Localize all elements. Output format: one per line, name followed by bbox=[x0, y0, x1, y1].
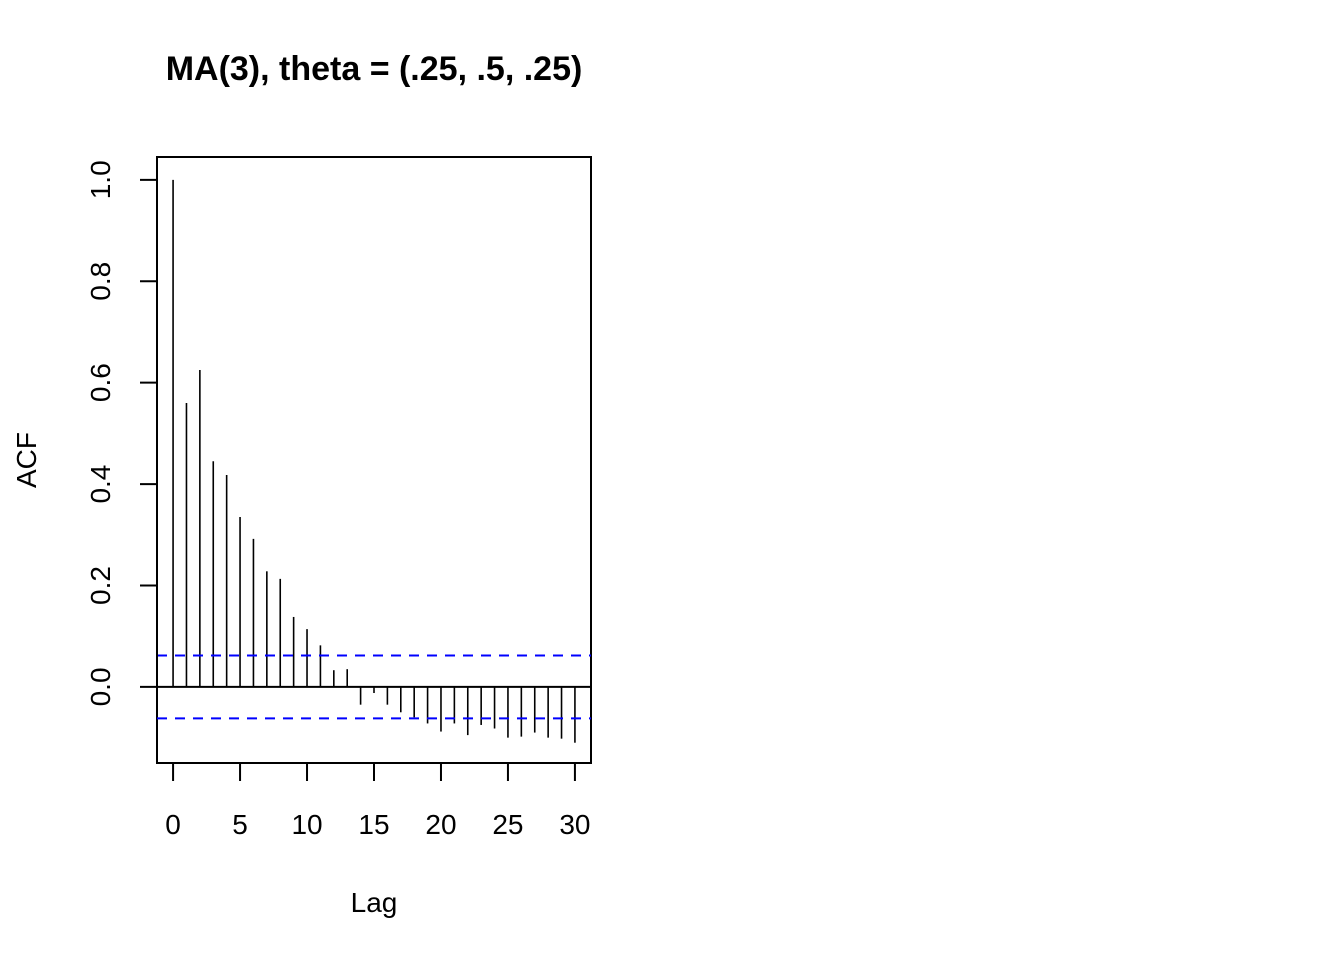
x-axis: 0 5 10 15 20 25 30 bbox=[165, 762, 591, 840]
y-tick-label: 0.0 bbox=[85, 667, 116, 706]
chart-title: MA(3), theta = (.25, .5, .25) bbox=[166, 50, 583, 88]
confidence-bounds bbox=[157, 654, 591, 720]
x-tick-label: 5 bbox=[232, 809, 248, 840]
y-axis: 0.0 0.2 0.4 0.6 0.8 1.0 bbox=[85, 160, 158, 706]
acf-bars bbox=[157, 179, 591, 743]
x-tick-label: 0 bbox=[165, 809, 181, 840]
x-tick-label: 20 bbox=[425, 809, 456, 840]
x-axis-label: Lag bbox=[351, 887, 398, 918]
x-tick-label: 30 bbox=[559, 809, 590, 840]
x-tick-label: 25 bbox=[492, 809, 523, 840]
y-tick-label: 0.6 bbox=[85, 363, 116, 402]
y-tick-label: 0.8 bbox=[85, 262, 116, 301]
y-tick-label: 1.0 bbox=[85, 160, 116, 199]
x-tick-label: 15 bbox=[358, 809, 389, 840]
y-axis-label: ACF bbox=[11, 432, 42, 488]
x-tick-label: 10 bbox=[291, 809, 322, 840]
y-tick-label: 0.2 bbox=[85, 566, 116, 605]
plot-frame bbox=[156, 156, 592, 764]
y-tick-label: 0.4 bbox=[85, 465, 116, 504]
